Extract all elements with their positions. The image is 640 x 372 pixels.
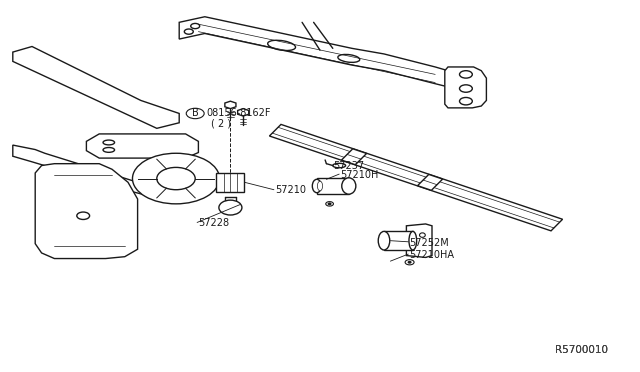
- Ellipse shape: [317, 181, 323, 191]
- Ellipse shape: [338, 54, 360, 62]
- Ellipse shape: [333, 163, 346, 168]
- Ellipse shape: [103, 147, 115, 153]
- Ellipse shape: [312, 179, 321, 193]
- Text: 57237: 57237: [333, 161, 364, 170]
- Text: 57210H: 57210H: [340, 170, 379, 180]
- Circle shape: [191, 23, 200, 29]
- Text: 57228: 57228: [198, 218, 230, 228]
- Circle shape: [326, 202, 333, 206]
- Polygon shape: [406, 224, 432, 257]
- Polygon shape: [384, 231, 413, 250]
- Polygon shape: [86, 134, 198, 158]
- Circle shape: [460, 97, 472, 105]
- Circle shape: [408, 262, 411, 263]
- Circle shape: [77, 212, 90, 219]
- Circle shape: [186, 108, 204, 119]
- Text: R5700010: R5700010: [555, 345, 608, 355]
- Ellipse shape: [219, 200, 242, 215]
- Polygon shape: [225, 101, 236, 109]
- Circle shape: [460, 85, 472, 92]
- Circle shape: [157, 167, 195, 190]
- Polygon shape: [179, 17, 461, 90]
- Circle shape: [328, 203, 331, 205]
- Polygon shape: [13, 145, 166, 197]
- Ellipse shape: [409, 231, 417, 250]
- Circle shape: [132, 153, 220, 204]
- Text: 57252M: 57252M: [410, 238, 449, 247]
- Polygon shape: [445, 67, 486, 108]
- Circle shape: [460, 71, 472, 78]
- Text: B: B: [192, 109, 198, 118]
- Text: 08156-8162F: 08156-8162F: [206, 109, 271, 118]
- Text: 57210: 57210: [275, 186, 306, 195]
- Text: R5700010: R5700010: [555, 345, 608, 355]
- Circle shape: [405, 260, 414, 265]
- Polygon shape: [317, 178, 349, 194]
- Ellipse shape: [268, 40, 296, 51]
- Polygon shape: [35, 164, 138, 259]
- Ellipse shape: [342, 178, 356, 194]
- FancyBboxPatch shape: [216, 173, 244, 192]
- Text: ( 2 ): ( 2 ): [211, 119, 231, 128]
- Polygon shape: [269, 124, 563, 231]
- Polygon shape: [237, 109, 249, 116]
- Polygon shape: [417, 174, 443, 190]
- Ellipse shape: [420, 233, 426, 237]
- Circle shape: [184, 29, 193, 34]
- Polygon shape: [342, 149, 367, 165]
- Polygon shape: [13, 46, 179, 128]
- Ellipse shape: [103, 140, 115, 145]
- Ellipse shape: [378, 231, 390, 250]
- Text: 57210HA: 57210HA: [410, 250, 454, 260]
